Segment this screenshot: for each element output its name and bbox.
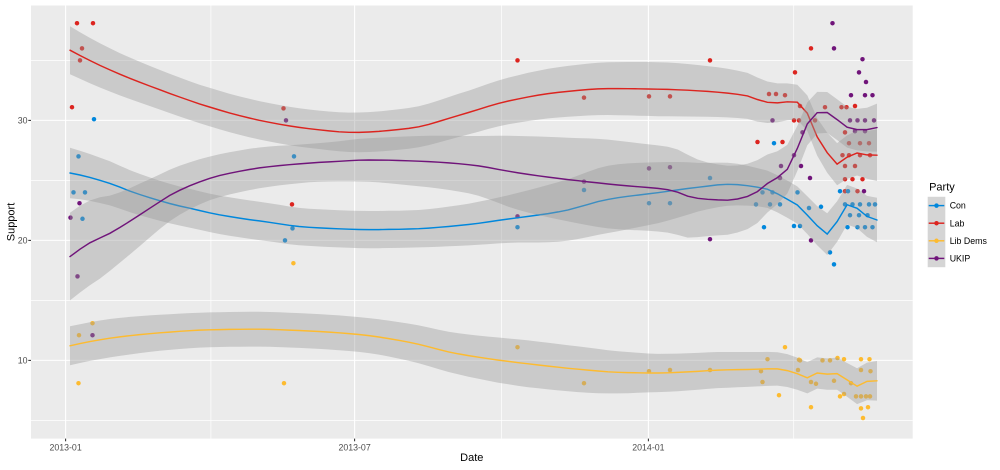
svg-text:2013-01: 2013-01 [49, 443, 81, 453]
svg-text:2014-01: 2014-01 [632, 443, 664, 453]
svg-text:Date: Date [460, 452, 483, 464]
svg-text:Con: Con [950, 201, 966, 211]
svg-text:UKIP: UKIP [950, 254, 971, 264]
svg-text:2013-07: 2013-07 [338, 443, 370, 453]
svg-text:Lib Dems: Lib Dems [950, 236, 988, 246]
svg-text:Party: Party [929, 182, 955, 194]
svg-text:Lab: Lab [950, 218, 965, 228]
svg-text:10: 10 [18, 356, 28, 366]
svg-text:30: 30 [18, 116, 28, 126]
svg-text:Support: Support [6, 203, 18, 242]
svg-text:20: 20 [18, 236, 28, 246]
